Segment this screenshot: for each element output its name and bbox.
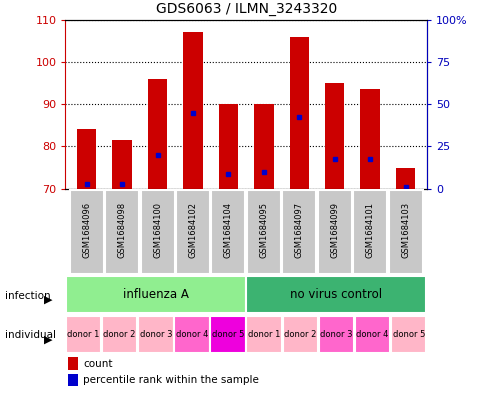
Bar: [354, 316, 390, 353]
Text: GSM1684095: GSM1684095: [259, 202, 268, 258]
Bar: [352, 189, 386, 274]
Bar: [210, 316, 245, 353]
Text: donor 2: donor 2: [103, 330, 136, 338]
Bar: [246, 276, 425, 313]
Bar: [68, 357, 78, 369]
Title: GDS6063 / ILMN_3243320: GDS6063 / ILMN_3243320: [155, 2, 336, 16]
Bar: [395, 167, 414, 189]
Bar: [317, 189, 351, 274]
Bar: [174, 316, 209, 353]
Text: donor 4: donor 4: [175, 330, 208, 338]
Bar: [318, 316, 353, 353]
Bar: [140, 189, 174, 274]
Bar: [66, 276, 245, 313]
Text: GSM1684099: GSM1684099: [330, 202, 338, 258]
Bar: [176, 189, 210, 274]
Text: donor 2: donor 2: [284, 330, 316, 338]
Text: influenza A: influenza A: [122, 288, 188, 301]
Bar: [218, 104, 238, 189]
Text: count: count: [83, 358, 112, 369]
Bar: [102, 316, 137, 353]
Text: ▶: ▶: [44, 295, 52, 305]
Bar: [183, 32, 202, 189]
Bar: [289, 37, 308, 189]
Text: donor 5: donor 5: [212, 330, 244, 338]
Bar: [138, 316, 173, 353]
Text: GSM1684097: GSM1684097: [294, 202, 303, 258]
Text: GSM1684102: GSM1684102: [188, 202, 197, 258]
Bar: [388, 189, 422, 274]
Bar: [390, 316, 425, 353]
Bar: [148, 79, 167, 189]
Bar: [282, 316, 318, 353]
Text: donor 5: donor 5: [392, 330, 424, 338]
Text: percentile rank within the sample: percentile rank within the sample: [83, 375, 258, 385]
Text: no virus control: no virus control: [290, 288, 382, 301]
Text: GSM1684103: GSM1684103: [400, 202, 409, 258]
Text: donor 1: donor 1: [67, 330, 100, 338]
Bar: [105, 189, 139, 274]
Text: GSM1684100: GSM1684100: [153, 202, 162, 258]
Text: donor 3: donor 3: [319, 330, 352, 338]
Text: donor 1: donor 1: [247, 330, 280, 338]
Text: ▶: ▶: [44, 334, 52, 345]
Bar: [66, 316, 101, 353]
Text: donor 3: donor 3: [139, 330, 172, 338]
Bar: [360, 89, 379, 189]
Text: GSM1684098: GSM1684098: [118, 202, 126, 258]
Bar: [254, 104, 273, 189]
Text: donor 4: donor 4: [356, 330, 388, 338]
Bar: [246, 189, 280, 274]
Text: GSM1684104: GSM1684104: [224, 202, 232, 258]
Text: infection: infection: [5, 290, 50, 301]
Bar: [70, 189, 104, 274]
Bar: [246, 316, 281, 353]
Text: individual: individual: [5, 330, 56, 340]
Bar: [77, 129, 96, 189]
Text: GSM1684096: GSM1684096: [82, 202, 91, 258]
Text: GSM1684101: GSM1684101: [365, 202, 374, 258]
Bar: [324, 83, 344, 189]
Bar: [282, 189, 316, 274]
Bar: [68, 374, 78, 386]
Bar: [112, 140, 132, 189]
Bar: [211, 189, 245, 274]
